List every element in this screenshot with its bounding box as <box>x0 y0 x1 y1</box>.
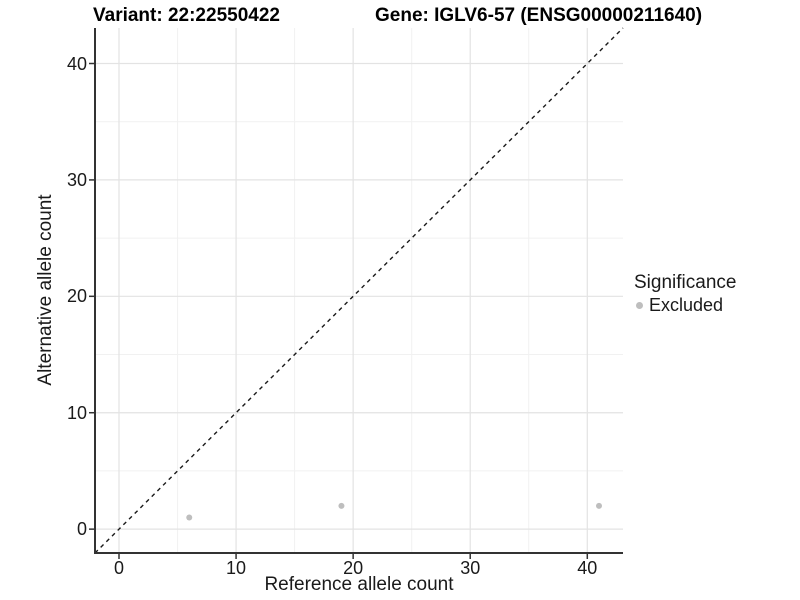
major-gridlines <box>95 28 623 553</box>
plot-title-gene: Gene: IGLV6-57 (ENSG00000211640) <box>375 5 703 26</box>
identity-dashed-line <box>94 27 624 554</box>
y-tick-label: 40 <box>66 53 87 74</box>
x-tick-label: 10 <box>226 558 247 578</box>
legend: Significance Excluded <box>634 272 736 316</box>
axis-lines <box>94 28 623 554</box>
x-tick-label: 20 <box>343 558 364 578</box>
y-tick-label: 0 <box>76 519 87 540</box>
tick-marks <box>89 62 589 559</box>
minor-gridlines <box>95 28 623 553</box>
legend-key-dot-icon <box>636 302 643 309</box>
x-axis-title: Reference allele count <box>264 574 454 595</box>
y-tick-label: 10 <box>66 402 87 423</box>
y-axis-title: Alternative allele count <box>35 194 56 386</box>
x-tick-label: 40 <box>577 558 598 578</box>
y-tick-label: 30 <box>66 169 87 190</box>
data-point <box>338 502 345 509</box>
legend-title: Significance <box>634 272 737 293</box>
y-tick-label: 20 <box>66 286 87 307</box>
legend-item-label: Excluded <box>649 295 724 315</box>
legend-item-excluded: Excluded <box>634 295 736 316</box>
x-tick-label: 30 <box>460 558 481 578</box>
plot-title-variant: Variant: 22:22550422 <box>93 5 280 26</box>
data-point <box>186 514 193 521</box>
data-points <box>186 502 602 521</box>
identity-line <box>94 27 624 554</box>
x-tick-label: 0 <box>113 558 124 578</box>
data-point <box>596 502 602 509</box>
